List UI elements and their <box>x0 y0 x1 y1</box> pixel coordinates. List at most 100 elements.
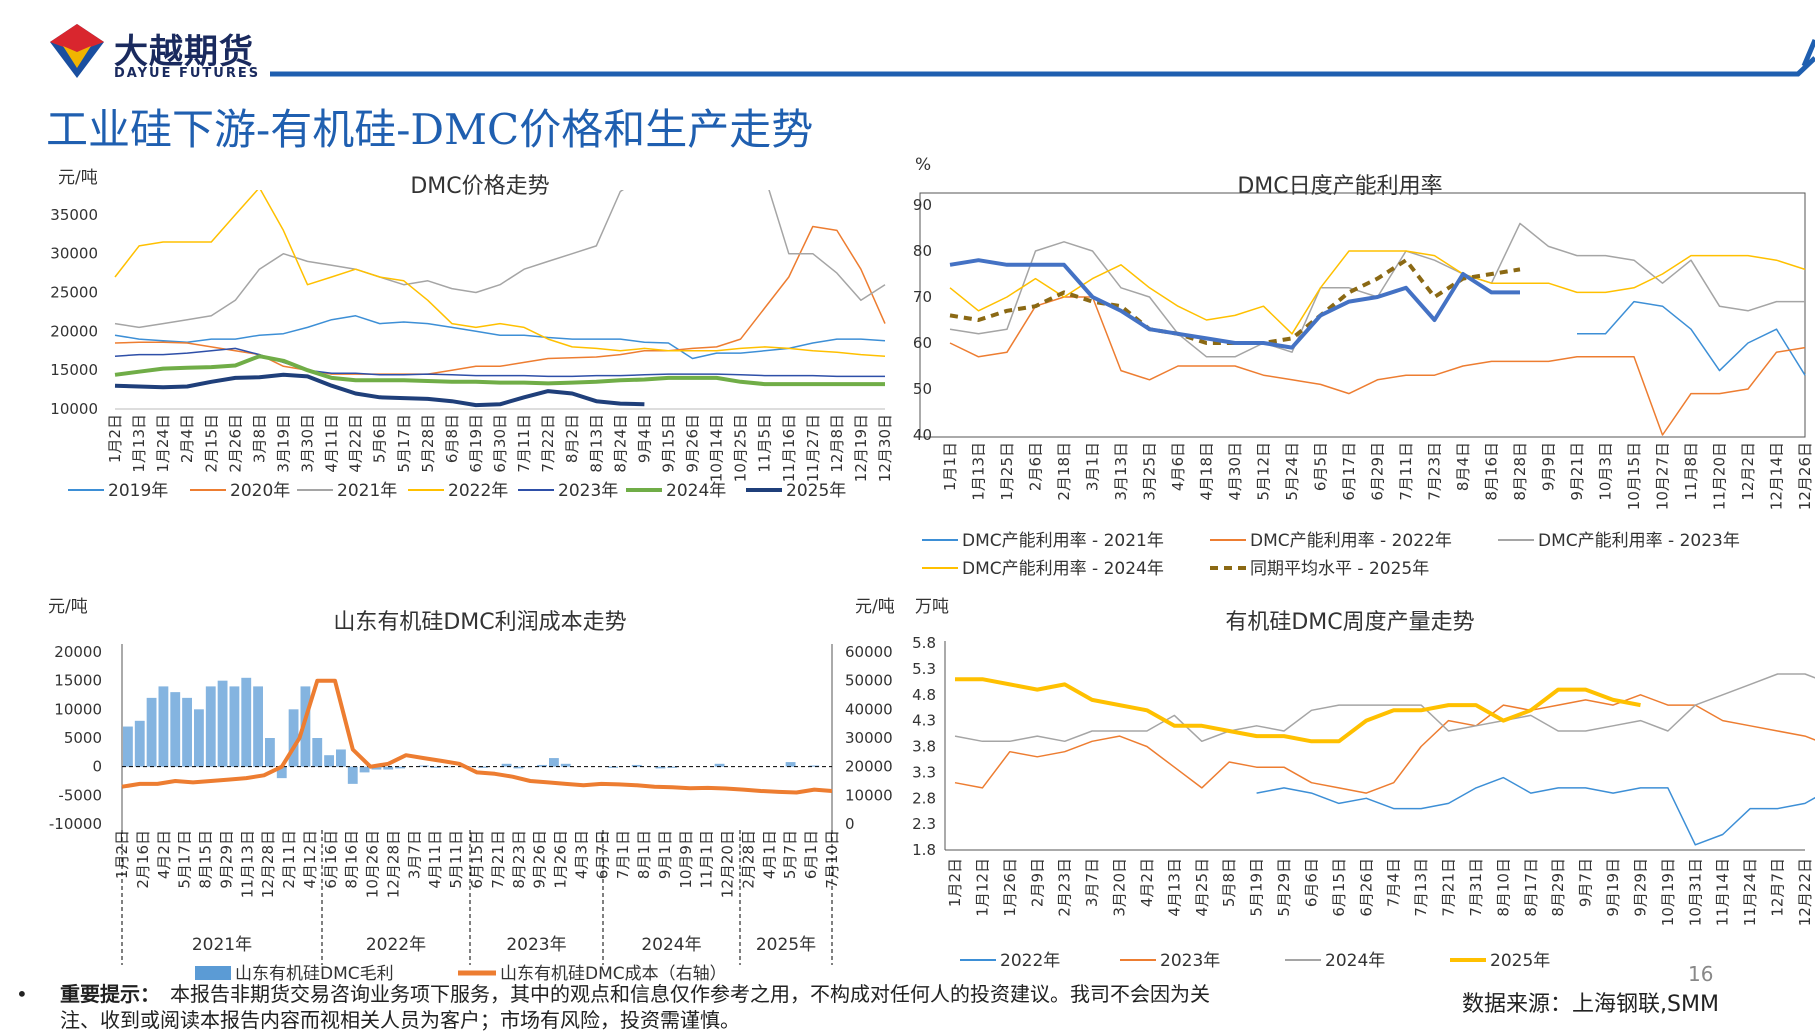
series-line-3 <box>949 250 1806 335</box>
logo <box>48 22 106 80</box>
x-tick-label: 9月1日 <box>656 830 674 879</box>
profit-bar <box>560 763 571 767</box>
legend-item-label: 2021年 <box>337 481 397 501</box>
logo-subtext: DAYUE FUTURES <box>114 66 261 81</box>
legend-item-label: 2025年 <box>786 481 846 501</box>
x-tick-label: 3月25日 <box>1141 442 1159 501</box>
x-tick-label: 9月15日 <box>659 414 677 473</box>
x-tick-label: 4月25日 <box>1193 858 1211 917</box>
x-tick-label: 8月10日 <box>1494 858 1512 917</box>
y-tick-label: 15000 <box>50 361 98 379</box>
chart2-y-unit: % <box>915 155 932 175</box>
x-tick-label: 6月26日 <box>1357 858 1375 917</box>
legend-item-label: 2023年 <box>558 481 618 501</box>
chart3-title: 山东有机硅DMC利润成本走势 <box>333 610 627 635</box>
y-tick-label: 80 <box>913 242 932 260</box>
x-tick-label: 6月30日 <box>491 414 509 473</box>
x-tick-label: 10月25日 <box>732 414 750 482</box>
year-label: 2022年 <box>366 935 426 955</box>
x-tick-label: 6月5日 <box>1312 442 1330 491</box>
profit-bar <box>418 765 429 767</box>
x-tick-label: 10月31日 <box>1686 858 1704 926</box>
profit-bar <box>312 738 323 767</box>
profit-bar <box>549 758 559 767</box>
y-tick-label: 40 <box>913 426 932 444</box>
x-tick-label: 9月26日 <box>531 830 549 889</box>
y-tick-label: 70 <box>913 288 932 306</box>
x-tick-label: 2月15日 <box>202 414 220 473</box>
legend-item-label: DMC产能利用率 - 2023年 <box>1538 531 1740 551</box>
x-tick-label: 3月20日 <box>1111 858 1129 917</box>
profit-bar <box>466 766 476 767</box>
x-tick-label: 10月27日 <box>1654 442 1672 510</box>
x-tick-label: 8月28日 <box>1511 442 1529 501</box>
profit-bar <box>194 709 204 767</box>
x-tick-label: 4月12日 <box>301 830 319 889</box>
x-tick-label: 3月30日 <box>299 414 317 473</box>
x-tick-label: 8月16日 <box>1483 442 1501 501</box>
x-tick-label: 4月11日 <box>323 414 341 473</box>
y2-tick-label: 0 <box>845 815 855 833</box>
x-tick-label: 8月17日 <box>1522 858 1540 917</box>
x-tick-label: 7月4日 <box>1385 858 1403 907</box>
y-tick-label: 2.3 <box>912 815 936 833</box>
x-tick-label: 7月21日 <box>489 830 507 889</box>
x-tick-label: 4月1日 <box>760 830 778 879</box>
x-tick-label: 1月26日 <box>552 830 570 889</box>
x-tick-label: 6月15日 <box>468 830 486 889</box>
series-line-1 <box>954 694 1815 794</box>
series-line-3 <box>955 677 1641 744</box>
profit-bar <box>229 686 240 767</box>
x-tick-label: 9月4日 <box>635 414 653 463</box>
legend-item-label: 2022年 <box>1000 951 1060 971</box>
y-tick-label: 60 <box>913 334 932 352</box>
logo-mark-icon <box>50 24 104 78</box>
x-tick-label: 4月3日 <box>572 830 590 879</box>
series-line-6 <box>114 372 645 408</box>
x-tick-label: 11月24日 <box>1741 858 1759 926</box>
profit-bar <box>667 766 678 768</box>
chart1-title: DMC价格走势 <box>410 174 550 199</box>
profit-bar <box>430 766 441 768</box>
legend-item-label: 山东有机硅DMC毛利 <box>235 964 394 982</box>
profit-bar <box>347 766 358 784</box>
x-tick-label: 12月2日 <box>1739 442 1757 501</box>
x-tick-label: 10月9日 <box>677 830 695 889</box>
profit-bar <box>336 749 346 767</box>
x-tick-label: 5月11日 <box>447 830 465 889</box>
y2-tick-label: 10000 <box>845 786 893 804</box>
profit-bar <box>714 763 725 767</box>
x-tick-label: 3月1日 <box>1084 442 1102 491</box>
profit-bar <box>170 692 181 767</box>
profit-bar <box>608 766 618 768</box>
x-tick-label: 5月17日 <box>395 414 413 473</box>
x-tick-label: 7月31日 <box>1467 858 1485 917</box>
y2-tick-label: 60000 <box>845 643 893 661</box>
chart3-y2-unit: 元/吨 <box>855 597 895 617</box>
y-tick-label: 30000 <box>50 245 98 263</box>
disclaimer-text-line2: 注、收到或阅读本报告内容而视相关人员为客户；市场有风险，投资需谨慎。 <box>60 1008 740 1032</box>
profit-bar <box>478 766 488 768</box>
series-line-2 <box>954 673 1815 743</box>
x-tick-label: 5月8日 <box>1220 858 1238 907</box>
x-tick-label: 8月24日 <box>611 414 629 473</box>
profit-bar <box>205 686 216 767</box>
x-tick-label: 7月11日 <box>515 414 533 473</box>
y2-tick-label: 50000 <box>845 672 893 690</box>
y-tick-label: 10000 <box>50 400 98 418</box>
x-tick-label: 10月14日 <box>708 414 726 482</box>
x-tick-label: 5月24日 <box>1283 442 1301 501</box>
x-tick-label: 11月1日 <box>698 830 716 889</box>
profit-bar <box>146 697 157 767</box>
y-tick-label: 3.8 <box>912 738 936 756</box>
x-tick-label: 7月1日 <box>614 830 632 879</box>
x-tick-label: 5月17日 <box>176 830 194 889</box>
profit-bar <box>217 680 228 767</box>
y-tick-label: 25000 <box>50 284 98 302</box>
x-tick-label: 12月8日 <box>828 414 846 473</box>
disclaimer-label: 重要提示： <box>60 982 160 1006</box>
header-divider <box>270 39 1815 77</box>
profit-bar <box>253 686 263 767</box>
legend-item-label: 2025年 <box>1490 951 1550 971</box>
x-tick-label: 2月9日 <box>1028 858 1046 907</box>
